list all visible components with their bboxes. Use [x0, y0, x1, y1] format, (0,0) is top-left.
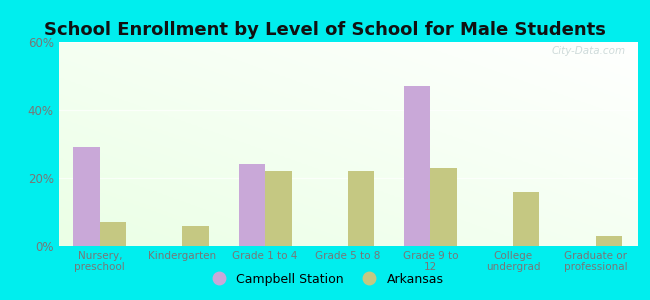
Legend: Campbell Station, Arkansas: Campbell Station, Arkansas: [202, 268, 448, 291]
Bar: [73, 147, 100, 246]
Bar: [513, 192, 540, 246]
Text: School Enrollment by Level of School for Male Students: School Enrollment by Level of School for…: [44, 21, 606, 39]
Bar: [265, 171, 292, 246]
Bar: [430, 168, 457, 246]
Bar: [100, 222, 126, 246]
Bar: [348, 171, 374, 246]
Bar: [595, 236, 622, 246]
Text: City-Data.com: City-Data.com: [551, 46, 625, 56]
Bar: [404, 86, 430, 246]
Bar: [183, 226, 209, 246]
Bar: [239, 164, 265, 246]
